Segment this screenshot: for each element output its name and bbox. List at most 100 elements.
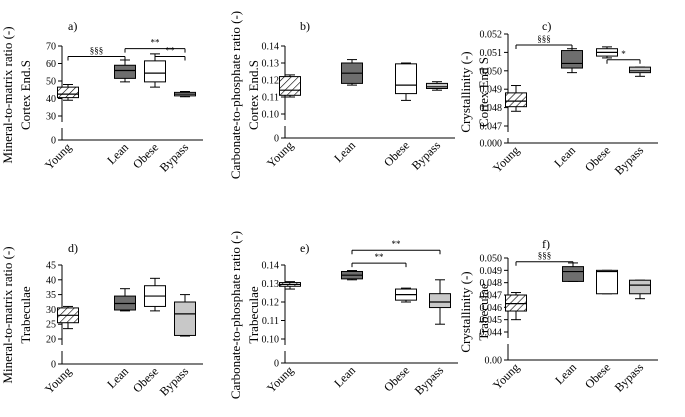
box-lean [341,270,363,281]
category-label: Obese [582,143,613,174]
box-bypass [426,81,448,91]
y-tick-label: 0.050 [480,66,503,77]
category-label: Bypass [412,363,447,398]
y-tick-label: 40 [46,94,56,105]
y-tick-label: 0.12 [262,298,280,309]
box-bypass [174,294,196,337]
y-tick-label: 0.051 [480,48,503,59]
category-label: Young [264,138,296,170]
y-tick-label: 0.048 [480,103,503,114]
box-iqr [395,63,417,95]
y-axis-sublabel: Cortex End.S [246,60,261,130]
box-iqr [429,293,451,309]
y-tick-label: 20 [46,335,56,346]
category-label: Lean [552,360,579,387]
y-tick-label: 0.049 [480,85,503,96]
category-label: Obese [381,138,412,169]
box-lean [341,59,363,86]
y-axis-label: Mineral-to-matrix ratio (-) [0,246,15,383]
significance-label: §§§ [538,251,552,261]
category-label: Obese [381,363,412,394]
box-young [57,305,79,330]
y-tick-label: 45 [46,261,56,272]
y-tick-label: 0.047 [480,291,503,302]
significance-label: §§§ [90,46,104,56]
panel-f: 0.000.0440.0450.0460.0470.0480.0490.050Y… [458,237,658,395]
significance-label: §§§ [537,34,551,44]
y-tick-label: 0.00 [485,356,503,367]
y-axis-label: Carbonate-to-phosphate ratio (-) [228,11,243,179]
panel-letter: d) [68,241,78,255]
y-axis-sublabel: Cortex End.S [18,60,33,130]
y-tick-label: 0 [274,359,279,370]
y-axis-sublabel: Trabeculae [18,286,33,344]
y-tick-label: 0.10 [262,110,280,121]
y-tick-label: 0.047 [480,122,503,133]
box-obese [596,46,618,59]
box-iqr [426,82,448,90]
y-tick-label: 0 [274,134,279,145]
box-young [57,84,79,101]
box-obese [596,269,618,295]
panel-b: 0 0.10 0.11 0.12 0.13 0.14 Young Lean ObeseBypas… [228,11,455,179]
box-iqr [561,50,583,69]
category-label: Bypass [409,138,444,173]
box-young [505,85,527,112]
y-tick-label: 0.045 [480,315,503,326]
y-tick-label: 0.11 [262,316,279,327]
box-obese [144,277,166,312]
y-tick-label: 0.046 [480,303,503,314]
category-label: Lean [104,140,131,167]
significance-label: ** [151,38,161,48]
y-axis-sublabel: Trabeculae [476,283,491,341]
category-label: Obese [582,360,613,391]
box-young [505,292,527,321]
category-label: Obese [130,140,161,171]
category-label: Lean [104,364,131,391]
y-tick-label: 40 [46,275,56,286]
panel-letter: b) [300,19,310,33]
y-tick-label: 0.049 [480,266,503,277]
panel-e: 0 0.10 0.11 0.12 0.13 0.14 Young Lean Obese Bypas… [228,231,458,399]
category-label: Young [42,140,74,172]
y-tick-label: 0.13 [262,279,280,290]
significance-label: ** [392,239,402,249]
y-tick-label: 0 [51,360,56,371]
category-label: Bypass [612,143,647,178]
y-tick-label: 30 [46,112,56,123]
box-iqr [505,92,527,108]
category-label: Lean [551,143,578,170]
category-label: Young [264,363,296,395]
box-iqr [562,266,584,282]
y-tick-label: 0.052 [480,30,503,41]
y-tick-label: 0.12 [262,76,280,87]
y-tick-label: 35 [46,290,56,301]
box-iqr [629,279,651,295]
box-bypass [429,279,451,325]
category-label: Lean [331,363,358,390]
box-iqr [505,294,527,312]
box-bypass [174,91,196,98]
box-iqr [629,66,651,74]
y-tick-label: 30 [46,305,56,316]
y-axis-sublabel: Trabeculae [246,286,261,344]
y-tick-label: 70 [46,42,56,53]
box-bypass [629,279,651,300]
panel-c: 0.0000.0470.0480.0490.0500.0510.052Young… [458,19,658,178]
box-lean [562,262,584,282]
box-lean [114,288,136,312]
y-axis-label: Crystallinity (-) [458,51,473,132]
y-tick-label: 0.10 [262,335,280,346]
box-iqr [174,301,196,336]
y-tick-label: 0.048 [480,278,503,289]
category-label: Obese [130,364,161,395]
significance-label: ** [375,252,385,262]
box-obese [395,287,417,303]
y-tick-label: 0.14 [262,261,280,272]
y-axis-label: Carbonate-to-phosphate ratio (-) [228,231,243,399]
box-obese [395,62,417,101]
box-iqr [57,86,79,99]
y-tick-label: 50 [46,77,56,88]
